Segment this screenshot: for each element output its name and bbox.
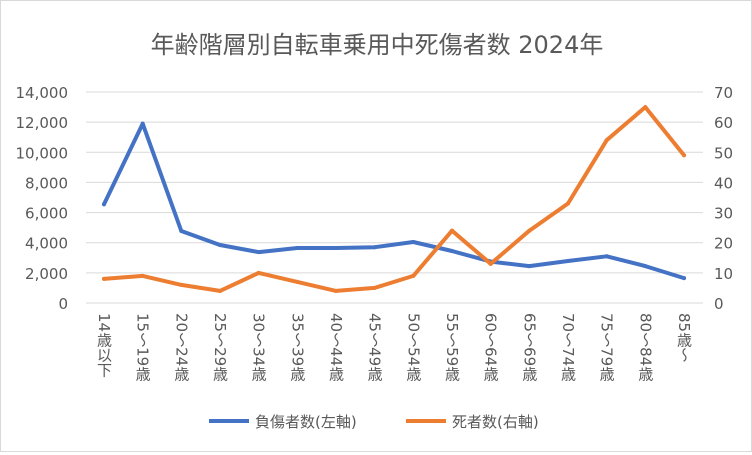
- data-point: [411, 273, 416, 278]
- data-point: [334, 288, 338, 293]
- data-point: [450, 228, 454, 233]
- data-point: [179, 228, 184, 233]
- y-right-tick-label: 40: [714, 174, 733, 192]
- data-point: [295, 245, 300, 250]
- y-right-tick-label: 30: [714, 205, 733, 223]
- y-left-tick-label: 2,000: [25, 265, 68, 283]
- series-line: [102, 121, 686, 281]
- data-point: [334, 245, 338, 250]
- data-point: [566, 201, 570, 206]
- data-point: [682, 276, 686, 281]
- x-tick-label: 70～74歳: [559, 313, 577, 381]
- y-right-tick-label: 60: [714, 114, 733, 132]
- x-tick-label: 75～79歳: [598, 313, 616, 381]
- x-tick-label: 15～19歳: [134, 313, 152, 381]
- y-right-tick-label: 50: [714, 144, 733, 162]
- data-point: [682, 153, 686, 158]
- series-line: [102, 105, 686, 293]
- data-point: [102, 276, 106, 281]
- y-right-tick-label: 0: [714, 295, 724, 313]
- y-right-tick-label: 10: [714, 265, 733, 283]
- y-left-tick-label: 0: [58, 295, 68, 313]
- x-tick-label: 80～84歳: [636, 313, 654, 381]
- data-point: [604, 138, 609, 143]
- x-tick-label: 35～39歳: [288, 313, 306, 381]
- data-point: [102, 202, 106, 207]
- x-tick-label: 50～54歳: [404, 313, 422, 381]
- x-tick-label: 85歳～: [675, 313, 693, 362]
- x-tick-label: 45～49歳: [366, 313, 384, 381]
- y-left-tick-label: 14,000: [16, 84, 69, 102]
- legend-label: 死者数(右軸): [452, 413, 539, 431]
- data-point: [140, 273, 145, 278]
- data-point: [566, 258, 570, 263]
- data-point: [643, 264, 648, 269]
- data-point: [372, 285, 377, 290]
- data-point: [604, 254, 609, 259]
- data-point: [372, 245, 377, 250]
- legend-label: 負傷者数(左軸): [255, 413, 357, 431]
- x-tick-label: 14歳以下: [95, 313, 113, 377]
- data-point: [140, 121, 145, 126]
- data-point: [295, 279, 300, 284]
- y-left-tick-label: 8,000: [25, 174, 68, 192]
- data-point: [527, 264, 532, 269]
- x-tick-label: 40～44歳: [327, 313, 345, 381]
- x-tick-label: 20～24歳: [172, 313, 190, 381]
- y-left-tick-label: 12,000: [16, 114, 69, 132]
- data-point: [256, 250, 261, 255]
- data-point: [218, 242, 222, 247]
- data-point: [450, 249, 454, 254]
- x-tick-label: 25～29歳: [211, 313, 229, 381]
- data-point: [218, 288, 222, 293]
- data-point: [256, 270, 261, 275]
- y-left-tick-label: 4,000: [25, 235, 68, 253]
- data-point: [179, 282, 184, 287]
- x-tick-label: 30～34歳: [250, 313, 268, 381]
- x-tick-label: 60～64歳: [482, 313, 500, 381]
- y-right-tick-label: 20: [714, 235, 733, 253]
- x-tick-label: 65～69歳: [520, 313, 538, 381]
- data-point: [411, 239, 416, 244]
- x-tick-label: 55～59歳: [443, 313, 461, 381]
- y-right-tick-label: 70: [714, 84, 733, 102]
- chart-title: 年齢階層別自転車乗用中死傷者数 2024年: [151, 31, 604, 59]
- data-point: [643, 105, 648, 110]
- y-left-tick-label: 6,000: [25, 205, 68, 223]
- y-left-tick-label: 10,000: [16, 144, 69, 162]
- data-point: [488, 261, 493, 266]
- data-point: [527, 228, 532, 233]
